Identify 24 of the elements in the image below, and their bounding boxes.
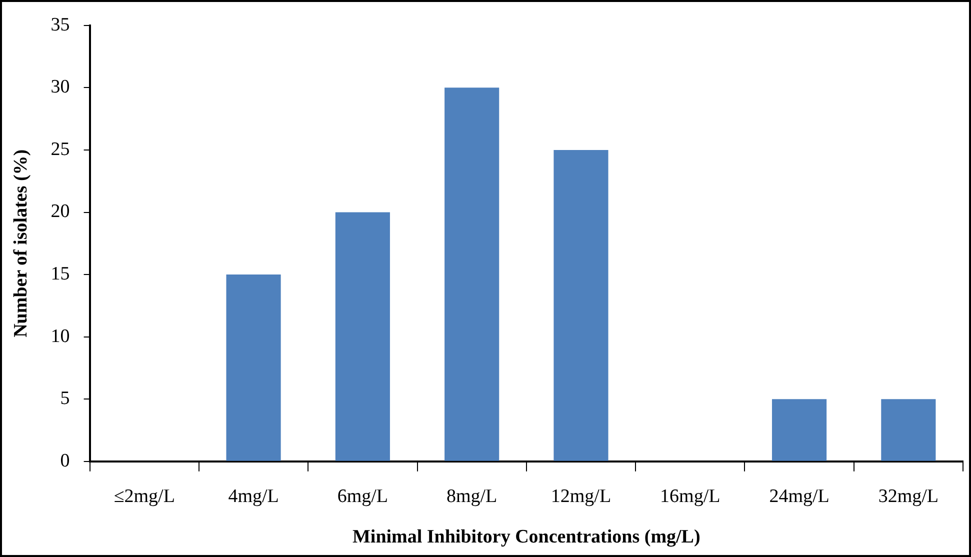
x-tick-label: 24mg/L [769, 486, 830, 507]
bar [335, 212, 390, 461]
y-tick-label: 20 [50, 201, 70, 222]
x-tick-label: 8mg/L [446, 486, 498, 507]
bar [226, 274, 281, 461]
x-tick-label: 32mg/L [878, 486, 939, 507]
y-tick-label: 0 [60, 450, 70, 472]
bar [444, 88, 500, 461]
bar [881, 399, 936, 461]
y-tick-label: 15 [50, 264, 70, 285]
bar [554, 150, 608, 461]
bar [772, 399, 827, 461]
y-tick-label: 10 [50, 326, 70, 347]
y-axis-title: Number of isolates (%) [10, 149, 32, 338]
x-tick-label: 6mg/L [337, 486, 388, 507]
x-tick-label: 16mg/L [660, 486, 720, 507]
y-tick-label: 30 [50, 76, 70, 98]
x-tick-label: 12mg/L [550, 486, 612, 507]
x-tick-label: ≤2mg/L [114, 486, 175, 507]
x-axis-title: Minimal Inhibitory Concentrations (mg/L) [352, 526, 700, 548]
y-tick-label: 5 [60, 388, 70, 410]
x-tick-label: 4mg/L [228, 486, 279, 507]
y-tick-label: 25 [50, 138, 70, 160]
y-tick-label: 35 [50, 14, 70, 36]
